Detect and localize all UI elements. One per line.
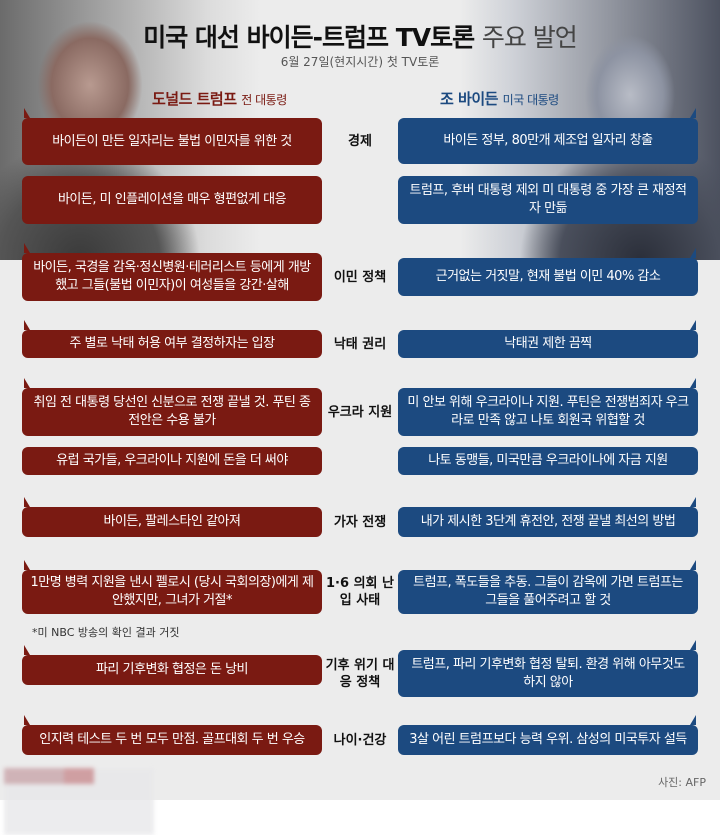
footnote: *미 NBC 방송의 확인 결과 거짓 bbox=[32, 626, 180, 639]
trump-name: 도널드 트럼프 전 대통령 bbox=[152, 88, 287, 109]
topic-label: 낙태 권리 bbox=[333, 336, 387, 352]
trump-statement: 1만명 병력 지원을 낸시 펠로시 (당시 국회의장)에게 제안했지만, 그녀가… bbox=[22, 560, 322, 614]
page-title: 미국 대선 바이든-트럼프 TV토론 주요 발언 bbox=[0, 18, 720, 54]
biden-statement: 낙태권 제한 끔찍 bbox=[398, 320, 698, 358]
biden-statement: 바이든 정부, 80만개 제조업 일자리 창출 bbox=[398, 108, 698, 164]
trump-statement: 파리 기후변화 협정은 돈 낭비 bbox=[22, 645, 322, 685]
subtitle: 6월 27일(현지시간) 첫 TV토론 bbox=[280, 55, 440, 69]
topic-label: 경제 bbox=[348, 134, 372, 149]
topic-label: 가자 전쟁 bbox=[333, 514, 387, 530]
topic-label: 우크라 지원 bbox=[327, 404, 393, 420]
photo-credit: 사진: AFP bbox=[658, 776, 706, 789]
trump-statement: 바이든이 만든 일자리는 불법 이민자를 위한 것 bbox=[22, 108, 322, 165]
biden-statement: 나토 동맹들, 미국만큼 우크라이나에 자금 지원 bbox=[398, 447, 698, 475]
topic-label: 1·6 의회 난입 사태 bbox=[326, 576, 394, 608]
title-bold: 미국 대선 바이든-트럼프 TV토론 bbox=[143, 23, 475, 52]
title-light: 주요 발언 bbox=[481, 23, 578, 52]
biden-statement: 트럼프, 폭도들을 추동. 그들이 감옥에 가면 트럼프는 그들을 풀어주려고 … bbox=[398, 560, 698, 614]
trump-statement: 취임 전 대통령 당선인 신분으로 전쟁 끝낼 것. 푸틴 종전안은 수용 불가 bbox=[22, 378, 322, 436]
topic-label: 나이·건강 bbox=[333, 732, 387, 748]
biden-statement: 3살 어린 트럼프보다 능력 우위. 삼성의 미국투자 설득 bbox=[398, 715, 698, 755]
biden-statement: 내가 제시한 3단계 휴전안, 전쟁 끝낼 최선의 방법 bbox=[398, 497, 698, 537]
trump-statement: 바이든, 국경을 감옥·정신병원·테러리스트 등에게 개방했고 그들(불법 이민… bbox=[22, 243, 322, 301]
logo bbox=[4, 768, 154, 835]
biden-statement: 근거없는 거짓말, 현재 불법 이민 40% 감소 bbox=[398, 248, 698, 296]
trump-statement: 바이든, 팔레스타인 같아져 bbox=[22, 497, 322, 537]
trump-statement: 유럽 국가들, 우크라이나 지원에 돈을 더 써야 bbox=[22, 447, 322, 475]
trump-role: 전 대통령 bbox=[241, 93, 287, 107]
infographic: 미국 대선 바이든-트럼프 TV토론 주요 발언 6월 27일(현지시간) 첫 … bbox=[0, 0, 720, 800]
biden-statement: 미 안보 위해 우크라이나 지원. 푸틴은 전쟁범죄자 우크라로 만족 않고 나… bbox=[398, 378, 698, 436]
trump-statement: 바이든, 미 인플레이션을 매우 형편없게 대응 bbox=[22, 176, 322, 224]
biden-statement: 트럼프, 후버 대통령 제외 미 대통령 중 가장 큰 재정적자 만듦 bbox=[398, 176, 698, 224]
topic-label: 이민 정책 bbox=[333, 269, 387, 285]
biden-role: 미국 대통령 bbox=[502, 93, 560, 107]
biden-name: 조 바이든 미국 대통령 bbox=[440, 88, 559, 109]
biden-statement: 트럼프, 파리 기후변화 협정 탈퇴. 환경 위해 아무것도 하지 않아 bbox=[398, 640, 698, 697]
trump-name-text: 도널드 트럼프 bbox=[152, 90, 237, 108]
trump-statement: 주 별로 낙태 허용 여부 결정하자는 입장 bbox=[22, 320, 322, 358]
trump-statement: 인지력 테스트 두 번 모두 만점. 골프대회 두 번 우승 bbox=[22, 715, 322, 755]
biden-name-text: 조 바이든 bbox=[440, 90, 498, 108]
topic-label: 기후 위기 대응 정책 bbox=[325, 657, 395, 690]
